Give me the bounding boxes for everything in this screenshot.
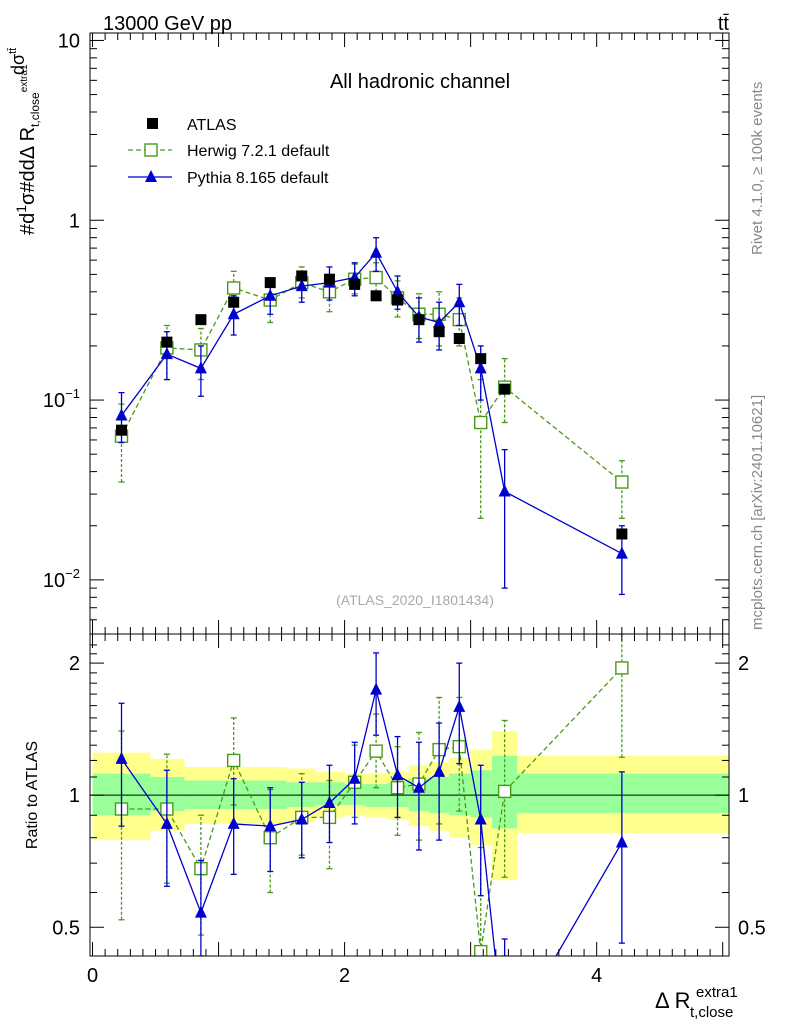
ratio-pythia-point [227, 816, 240, 829]
ratio-pythia-point [295, 812, 308, 825]
main-atlas-point [161, 336, 173, 348]
main-atlas-point [616, 528, 628, 540]
ratio-panel [90, 731, 729, 881]
main-atlas-point [413, 314, 425, 326]
main-atlas-point [349, 278, 361, 290]
main-atlas-point [264, 277, 276, 289]
ratio-y-tick-label: 2 [69, 653, 80, 675]
ratio-pythia-point [453, 699, 466, 712]
main-y-axis-title: #d1σ#ddΔ Rt,closeextra1 dσtt̄ [7, 47, 42, 235]
ratio-pythia-point [370, 682, 383, 695]
main-atlas-point [195, 314, 207, 326]
mcplots-label: mcplots.cern.ch [arXiv:2401.10621] [749, 395, 766, 630]
main-data-layer [114, 237, 629, 596]
ratio-pythia-point [115, 751, 128, 764]
main-pythia-point [264, 288, 277, 301]
main-pythia-line [120, 251, 623, 555]
legend-marker-herwig [144, 143, 158, 157]
main-pythia-point [433, 315, 446, 328]
legend-marker-pythia [145, 170, 157, 182]
ratio-y-tick-label: 0.5 [52, 917, 80, 939]
process-label: tt̄ [718, 13, 730, 35]
ratio-pythia-point [615, 835, 628, 848]
ratio-pythia-point [194, 905, 207, 918]
main-frame [89, 32, 730, 635]
main-atlas-point [323, 273, 335, 285]
ratio-pythia-point [391, 768, 404, 781]
main-atlas-point [475, 353, 487, 365]
ratio-herwig-point [615, 661, 629, 675]
ratio-pythia-point [160, 816, 173, 829]
ratio-pythia-point [264, 819, 277, 832]
x-axis-title-sub: t,close [690, 1004, 733, 1021]
main-pythia-point [370, 245, 383, 258]
main-pythia-point [615, 546, 628, 559]
legend: ATLAS Herwig 7.2.1 default Pythia 8.165 … [128, 117, 330, 187]
x-axis-title-sup: extra1 [696, 984, 738, 1001]
ratio-y-tick-label-right: 0.5 [738, 917, 766, 939]
ratio-herwig-point [474, 944, 488, 956]
main-pythia-point [160, 347, 173, 360]
ratio-pythia-point [412, 780, 425, 793]
main-pythia-point [115, 408, 128, 421]
main-title: All hadronic channel [330, 71, 510, 93]
ratio-x-tick-label: 0 [87, 965, 98, 987]
ratio-pythia-point [348, 771, 361, 784]
main-atlas-point [433, 326, 445, 338]
ratio-herwig-point [369, 744, 383, 758]
x-axis-title: Δ R extra1 t,close [655, 984, 738, 1021]
legend-label-herwig: Herwig 7.2.1 default [187, 143, 330, 160]
main-atlas-point [296, 270, 308, 282]
main-y-tick-label: 1 [69, 210, 80, 232]
ratio-y-tick-label-right: 2 [738, 653, 749, 675]
main-herwig-point [226, 281, 241, 295]
legend-marker-atlas [147, 118, 158, 129]
main-atlas-point [499, 383, 511, 395]
main-y-axis-title-text: #d1σ#ddΔ Rt,closeextra1 [13, 64, 42, 235]
main-y-tick-label: 10−2 [43, 566, 80, 592]
main-atlas-point [392, 294, 404, 306]
main-pythia-point [391, 284, 404, 297]
legend-label-atlas: ATLAS [187, 117, 237, 134]
ratio-y-tick-label: 1 [69, 785, 80, 807]
ratio-herwig-point [497, 784, 512, 799]
ratio-pythia-point [323, 795, 336, 808]
main-atlas-point [116, 424, 128, 436]
main-atlas-point [453, 332, 465, 344]
main-y-tick-label: 10 [58, 30, 80, 52]
main-pythia-point [453, 295, 466, 308]
ratio-green-band [517, 773, 729, 814]
main-pythia-point [227, 307, 240, 320]
main-atlas-point [370, 290, 382, 302]
legend-label-pythia: Pythia 8.165 default [187, 170, 329, 187]
ratio-pythia-line [120, 689, 623, 956]
main-atlas-point [228, 296, 240, 308]
main-herwig-point [615, 475, 629, 489]
main-pythia-point [498, 484, 511, 497]
main-herwig-line [120, 276, 623, 483]
main-herwig-point [369, 270, 383, 285]
ratio-y-tick-label-right: 1 [738, 785, 749, 807]
energy-label: 13000 GeV pp [103, 13, 232, 35]
ratio-x-tick-label: 4 [591, 965, 602, 987]
main-pythia-point [295, 279, 308, 292]
main-pythia-point [474, 361, 487, 374]
ratio-pythia-point [474, 812, 487, 825]
ratio-data-layer [114, 634, 629, 956]
ratio-y-axis-title: Ratio to ATLAS [24, 741, 41, 849]
main-axis-ticks: 10 1 10−1 10−2 [43, 30, 729, 635]
main-y-tick-label: 10−1 [43, 386, 80, 412]
x-axis-title-main: Δ R [655, 988, 690, 1013]
main-y-axis-title-numerator: dσtt̄ [7, 47, 28, 75]
ratio-pythia-point [433, 764, 446, 777]
ratio-herwig-line [121, 667, 623, 952]
rivet-version-label: Rivet 4.1.0, ≥ 100k events [749, 82, 766, 255]
analysis-tag: (ATLAS_2020_I1801434) [336, 592, 494, 608]
ratio-x-tick-label: 2 [339, 965, 350, 987]
ratio-axis-ticks: 0.5 0.5 1 1 2 2 0 2 4 [52, 634, 766, 987]
main-pythia-point [194, 361, 207, 374]
main-herwig-point [474, 415, 488, 430]
ratio-herwig-point [226, 753, 241, 768]
